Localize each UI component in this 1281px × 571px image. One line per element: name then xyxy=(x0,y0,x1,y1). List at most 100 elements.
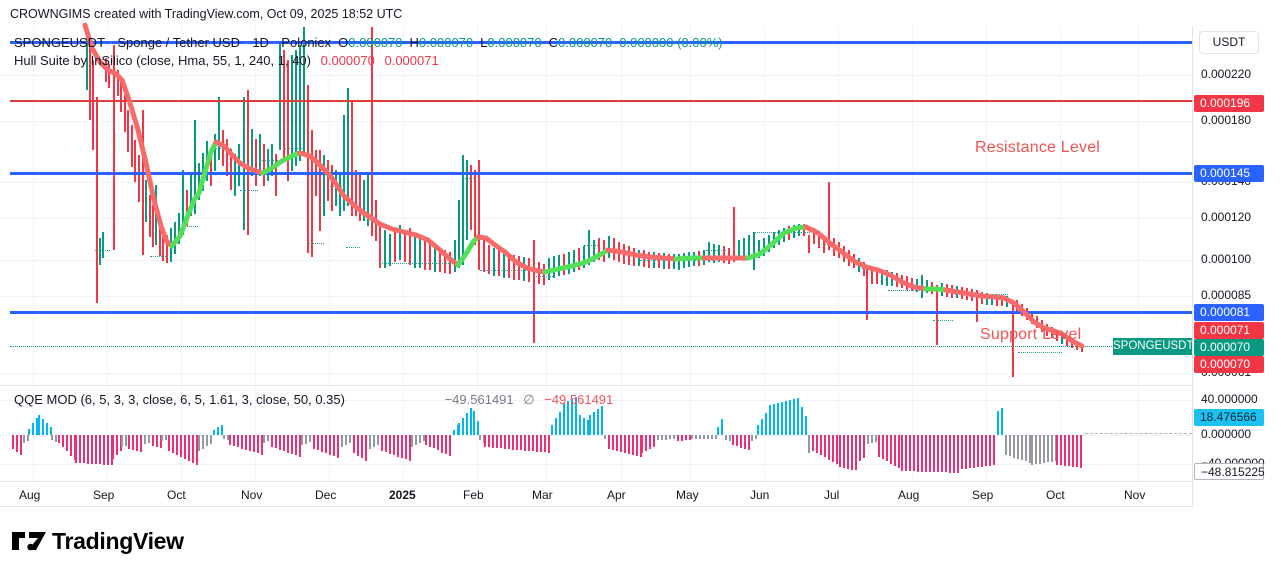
qqe-histogram-bar xyxy=(544,435,546,453)
qqe-histogram-bar xyxy=(445,435,447,455)
qqe-histogram-bar xyxy=(479,435,481,440)
qqe-histogram-bar xyxy=(886,435,888,462)
candle-wick xyxy=(936,285,938,345)
hull-suite-legend[interactable]: Hull Suite by InSilico (close, Hma, 55, … xyxy=(14,53,439,68)
candle-wick xyxy=(573,250,575,272)
qqe-histogram-bar xyxy=(415,435,417,446)
high-label: H xyxy=(409,35,419,50)
candle-wick xyxy=(996,294,998,306)
candle-wick xyxy=(848,250,850,266)
qqe-histogram-bar xyxy=(496,435,498,449)
qqe-histogram-bar xyxy=(579,415,581,435)
qqe-histogram-bar xyxy=(492,435,494,448)
candle-wick xyxy=(424,240,426,270)
qqe-histogram-bar xyxy=(477,420,479,435)
candle-wick xyxy=(538,262,540,284)
qqe-histogram-bar xyxy=(890,435,892,464)
qqe-histogram-bar xyxy=(669,435,671,440)
price-axis[interactable]: USDT 0.0002200.0001800.0001400.0001200.0… xyxy=(1192,26,1281,507)
qqe-histogram-bar xyxy=(839,435,841,467)
vertical-gridline xyxy=(621,26,622,481)
qqe-histogram-bar xyxy=(559,411,561,435)
candle-wick xyxy=(728,248,730,264)
qqe-histogram-bar xyxy=(279,435,281,450)
qqe-histogram-bar xyxy=(685,435,687,441)
qqe-histogram-bar xyxy=(425,435,427,445)
qqe-histogram-bar xyxy=(957,435,959,473)
candle-wick xyxy=(267,149,269,181)
qqe-histogram-bar xyxy=(107,435,109,465)
qqe-histogram-bar xyxy=(500,435,502,449)
candle-wick xyxy=(299,45,301,161)
qqe-histogram-bar xyxy=(601,406,603,435)
qqe-histogram-bar xyxy=(729,435,731,441)
symbol-legend[interactable]: SPONGEUSDT · Sponge / Tether USD · 1D · Poloni… xyxy=(14,35,723,50)
qqe-histogram-bar xyxy=(824,435,826,458)
qqe-histogram-bar xyxy=(148,435,150,443)
qqe-histogram-bar xyxy=(855,435,857,471)
qqe-histogram-bar xyxy=(555,418,557,435)
candle-wick xyxy=(673,254,675,269)
currency-unit-button[interactable]: USDT xyxy=(1199,31,1259,54)
qqe-histogram-bar xyxy=(905,435,907,472)
close-step-line xyxy=(240,190,258,191)
candle-wick xyxy=(454,240,456,272)
close-step-line xyxy=(584,245,600,246)
vertical-gridline xyxy=(107,26,108,481)
candle-wick xyxy=(763,238,765,256)
candle-wick xyxy=(743,238,745,258)
candle-wick xyxy=(99,238,101,265)
candle-wick xyxy=(210,149,212,186)
pane-separator[interactable] xyxy=(0,385,1192,386)
qqe-histogram-bar xyxy=(345,435,347,446)
qqe-histogram-bar xyxy=(12,435,14,449)
tradingview-wordmark[interactable]: TradingView xyxy=(52,528,184,554)
candle-wick xyxy=(371,27,373,236)
qqe-histogram-bar xyxy=(1017,435,1019,459)
qqe-histogram-bar xyxy=(941,435,943,473)
support-level-label: Support Level xyxy=(980,326,1082,343)
qqe-mod-legend[interactable]: QQE MOD (6, 5, 3, 3, close, 6, 5, 1.61, … xyxy=(14,392,613,408)
time-axis-label: Feb xyxy=(463,488,484,502)
close-step-line xyxy=(330,186,344,187)
qqe-histogram-bar xyxy=(689,435,691,441)
close-step-line xyxy=(755,232,810,233)
qqe-histogram-bar xyxy=(20,435,22,456)
qqe-histogram-bar xyxy=(851,435,853,470)
qqe-histogram-bar xyxy=(245,435,247,450)
price-axis-label: 40.000000 xyxy=(1201,392,1258,406)
horizontal-gridline xyxy=(0,400,1192,401)
qqe-histogram-bar xyxy=(616,435,618,451)
time-axis[interactable]: Aug Sep Oct Nov Dec 2025 Feb Mar Apr May Jun Jul Aug… xyxy=(0,481,1192,507)
candle-wick xyxy=(693,252,695,266)
price-axis-label: 0.000180 xyxy=(1201,113,1252,127)
close-step-line xyxy=(888,290,950,291)
qqe-histogram-bar xyxy=(604,435,606,439)
qqe-histogram-bar xyxy=(945,435,947,473)
candle-wick xyxy=(89,40,91,120)
candle-wick xyxy=(921,275,923,298)
candle-wick xyxy=(788,226,790,240)
candle-wick xyxy=(558,255,560,276)
tradingview-logo-icon[interactable] xyxy=(10,525,48,557)
qqe-histogram-bar xyxy=(933,435,935,473)
qqe-histogram-bar xyxy=(62,435,64,448)
qqe-histogram-bar xyxy=(217,427,219,435)
qqe-histogram-bar xyxy=(548,435,550,453)
candle-wick xyxy=(503,252,505,278)
qqe-histogram-bar xyxy=(437,435,439,450)
qqe-histogram-bar xyxy=(79,435,81,464)
qqe-histogram-bar xyxy=(812,435,814,451)
close-step-line xyxy=(150,256,168,257)
qqe-histogram-bar xyxy=(309,435,311,443)
candle-wick xyxy=(853,254,855,268)
qqe-histogram-bar xyxy=(755,435,757,440)
candle-wick xyxy=(961,287,963,299)
qqe-histogram-bar xyxy=(532,435,534,452)
candle-wick xyxy=(226,139,228,176)
qqe-histogram-bar xyxy=(419,435,421,444)
qqe-histogram-bar xyxy=(740,435,742,448)
candle-wick xyxy=(578,248,580,270)
candle-wick xyxy=(458,200,460,268)
candle-wick xyxy=(311,130,313,257)
